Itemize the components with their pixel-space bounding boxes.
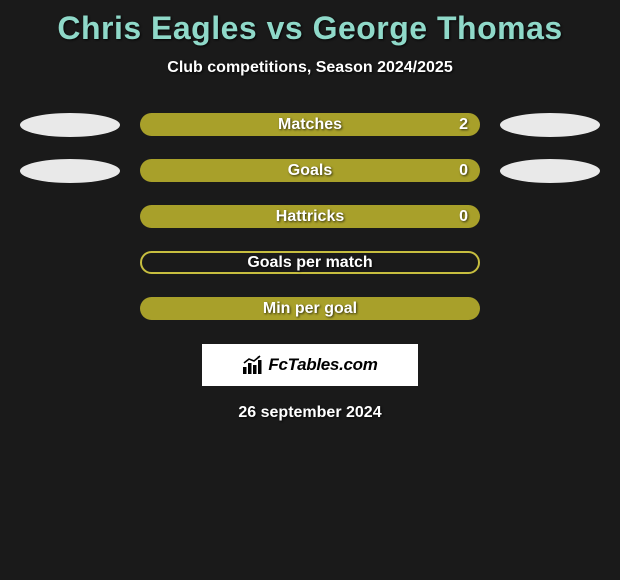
stats-area: Matches 2 Goals 0 Hattricks 0 Goals per match M… [0,113,620,320]
date-text: 26 september 2024 [0,404,620,422]
stat-bar: Min per goal [140,297,480,320]
logo-box: FcTables.com [202,344,418,386]
left-ellipse [20,159,120,183]
right-ellipse [500,113,600,137]
page-title: Chris Eagles vs George Thomas [0,0,620,47]
chart-icon [242,355,262,375]
left-shape-slot [20,297,120,321]
left-shape-slot [20,113,120,137]
stat-bar: Hattricks 0 [140,205,480,228]
right-shape-slot [500,113,600,137]
right-shape-slot [500,297,600,321]
left-shape-slot [20,251,120,275]
right-shape-slot [500,159,600,183]
stat-row: Matches 2 [0,113,620,136]
left-shape-slot [20,159,120,183]
logo-text: FcTables.com [268,355,377,375]
right-shape-slot [500,251,600,275]
stat-row: Hattricks 0 [0,205,620,228]
stat-label: Matches [278,116,342,134]
stat-row: Goals 0 [0,159,620,182]
stat-row: Min per goal [0,297,620,320]
left-shape-slot [20,205,120,229]
stat-bar: Goals per match [140,251,480,274]
stat-bar: Goals 0 [140,159,480,182]
right-ellipse [500,159,600,183]
stat-label: Goals per match [247,254,372,272]
stat-label: Goals [288,162,332,180]
stat-row: Goals per match [0,251,620,274]
stat-label: Hattricks [276,208,344,226]
stat-value: 0 [459,162,468,180]
right-shape-slot [500,205,600,229]
stat-bar: Matches 2 [140,113,480,136]
stat-label: Min per goal [263,300,357,318]
page-subtitle: Club competitions, Season 2024/2025 [0,59,620,77]
left-ellipse [20,113,120,137]
stat-value: 0 [459,208,468,226]
stat-value: 2 [459,116,468,134]
